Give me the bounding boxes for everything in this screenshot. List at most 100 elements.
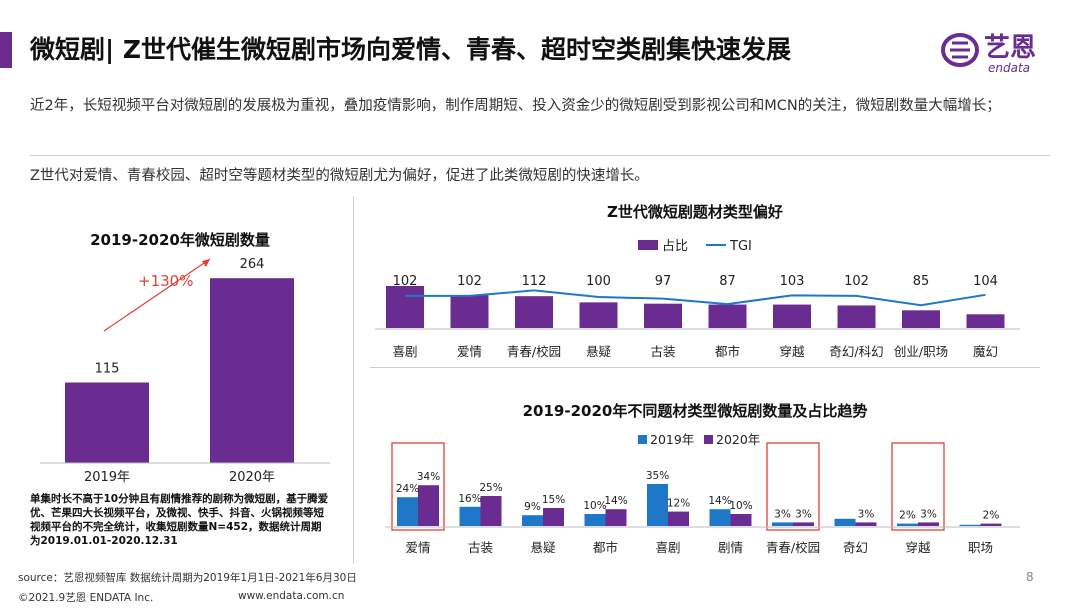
highlight-box xyxy=(391,442,445,531)
chart-title: Z世代微短剧题材类型偏好 xyxy=(607,203,783,221)
tgi-line xyxy=(405,289,986,307)
chart-title: 2019-2020年不同题材类型微短剧数量及占比趋势 xyxy=(523,402,868,420)
bar-2020 xyxy=(668,511,689,526)
data-label: 9% xyxy=(524,501,541,513)
category-label: 魔幻 xyxy=(973,344,998,359)
legend-swatch xyxy=(638,435,647,444)
highlight-box xyxy=(766,442,820,531)
bar-2020 xyxy=(730,514,752,526)
data-label: 264 xyxy=(240,257,265,272)
data-label: 16% xyxy=(458,493,481,505)
data-label: 10% xyxy=(583,500,606,512)
bar-2020 xyxy=(918,522,939,526)
bar-2019 xyxy=(397,497,418,526)
data-label: 24% xyxy=(396,483,419,495)
footer-copyright: ©2021.9艺恩 ENDATA Inc. xyxy=(18,592,154,604)
bar xyxy=(644,303,682,328)
divider xyxy=(370,367,1040,368)
bar-2020 xyxy=(605,509,627,526)
intro-paragraph-2: Z世代对爱情、青春校园、超时空等题材类型的微短剧尤为偏好，促进了此类微短剧的快速… xyxy=(30,168,649,184)
data-label: 97 xyxy=(655,274,672,289)
bar xyxy=(773,304,811,328)
bar xyxy=(708,304,747,328)
bar-2020 xyxy=(480,496,502,526)
bar-2019 xyxy=(647,484,668,526)
data-label: 25% xyxy=(479,482,502,494)
category-label: 喜剧 xyxy=(655,540,680,555)
data-label: 102 xyxy=(457,274,482,289)
bar-2020 xyxy=(543,508,564,526)
chart-yearly-count: 2019-2020年微短剧数量 115 2019年 264 2020年 +130% xyxy=(40,231,330,485)
bar-2020 xyxy=(855,522,877,526)
bar-2019 xyxy=(897,523,918,526)
data-label: 87 xyxy=(719,274,736,289)
data-label: 2% xyxy=(899,510,916,522)
data-label: 14% xyxy=(708,495,731,507)
bar xyxy=(579,302,618,328)
bar xyxy=(450,295,489,328)
growth-arrow xyxy=(103,258,211,332)
bar xyxy=(210,278,294,463)
bar-2019 xyxy=(834,518,856,526)
bar xyxy=(515,296,553,328)
bar-2019 xyxy=(459,506,481,526)
data-label: 3% xyxy=(858,508,875,520)
bar xyxy=(65,382,149,463)
data-label: 3% xyxy=(920,508,937,520)
category-label: 古装 xyxy=(468,540,493,555)
data-label: 100 xyxy=(586,274,611,289)
bar-2019 xyxy=(522,515,543,526)
data-label: 3% xyxy=(774,508,791,520)
data-label: 102 xyxy=(844,274,869,289)
category-label: 2019年 xyxy=(84,470,130,485)
data-label: 85 xyxy=(913,274,930,289)
category-label: 都市 xyxy=(593,540,618,555)
bar-2020 xyxy=(980,523,1002,526)
category-label: 奇幻/科幻 xyxy=(829,344,883,359)
bar xyxy=(966,314,1005,328)
growth-annotation: +130% xyxy=(138,272,193,290)
bar-2020 xyxy=(793,522,814,526)
bar-2019 xyxy=(772,522,793,526)
growth-arrow-head xyxy=(202,259,210,267)
footer-website[interactable]: www.endata.com.cn xyxy=(238,590,345,602)
category-label: 爱情 xyxy=(405,540,430,555)
legend-swatch xyxy=(638,240,658,250)
bar-2019 xyxy=(584,514,606,526)
divider xyxy=(30,155,1050,156)
legend-label: 2019年 xyxy=(650,432,694,447)
data-label: 102 xyxy=(393,274,418,289)
footer-source: source：艺恩视频智库 数据统计周期为2019年1月1日-2021年6月30… xyxy=(18,572,357,584)
category-label: 青春/校园 xyxy=(766,540,820,555)
title-accent-bar xyxy=(0,32,12,68)
data-label: 12% xyxy=(667,498,690,510)
category-label: 剧情 xyxy=(718,540,743,555)
vertical-divider xyxy=(353,196,354,564)
category-label: 都市 xyxy=(715,344,740,359)
bar-2019 xyxy=(709,509,731,526)
legend-label: 占比 xyxy=(662,239,688,254)
category-label: 爱情 xyxy=(457,344,482,359)
page-title: 微短剧| Z世代催生微短剧市场向爱情、青春、超时空类剧集快速发展 xyxy=(30,35,791,64)
chart-genre-by-year: 2019-2020年不同题材类型微短剧数量及占比趋势 2019年 2020年 24… xyxy=(385,402,1020,555)
category-label: 穿越 xyxy=(779,344,805,359)
bar xyxy=(837,305,876,328)
data-label: 104 xyxy=(973,274,998,289)
chart-title: 2019-2020年微短剧数量 xyxy=(90,231,270,249)
intro-paragraph-1: 近2年，长短视频平台对微短剧的发展极为重视，叠加疫情影响，制作周期短、投入资金少… xyxy=(30,98,1001,114)
category-label: 奇幻 xyxy=(843,540,868,555)
highlight-box xyxy=(891,442,945,531)
logo-text: 艺恩 xyxy=(984,33,1036,63)
logo-subtext: endata xyxy=(988,61,1030,75)
legend-label: 2020年 xyxy=(716,432,760,447)
bar-2019 xyxy=(959,524,981,526)
bar-2020 xyxy=(418,485,439,526)
methodology-note: 单集时长不高于10分钟且有剧情推荐的剧称为微短剧，基于腾爱优、芒果四大长视频平台… xyxy=(30,493,329,547)
data-label: 103 xyxy=(780,274,805,289)
legend-label: TGI xyxy=(729,239,752,254)
category-label: 穿越 xyxy=(905,540,931,555)
chart-genre-preference: Z世代微短剧题材类型偏好 占比 TGI 102 喜剧 102 爱情 112 青春/校园 100… xyxy=(375,203,1020,359)
data-label: 2% xyxy=(983,510,1000,522)
legend-swatch xyxy=(704,435,713,444)
data-label: 115 xyxy=(95,362,120,377)
